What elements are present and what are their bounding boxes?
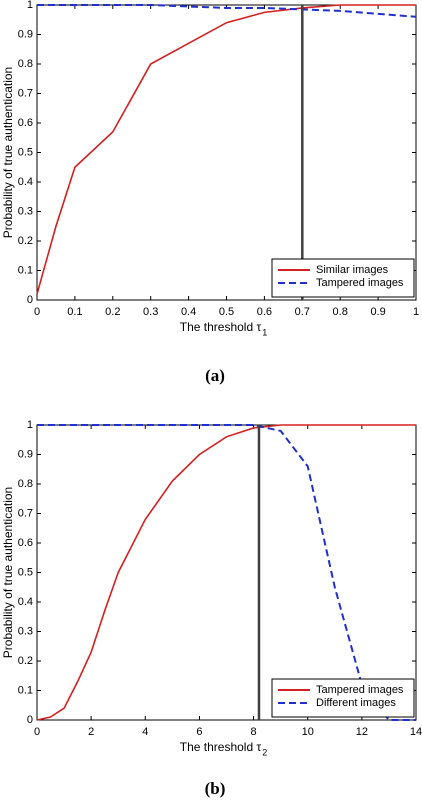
x-tick-label: 0.9 [370, 306, 385, 318]
x-tick-label: 0.5 [219, 306, 234, 318]
x-tick-label: 0.1 [67, 306, 82, 318]
y-axis-label: Probability of true authentication [1, 67, 15, 238]
x-axis-label: The threshold τ [180, 740, 262, 754]
y-tick-label: 0.2 [18, 655, 33, 667]
x-tick-label: 8 [251, 726, 257, 738]
series-line [36, 4, 416, 295]
y-tick-label: 0.3 [18, 625, 33, 637]
x-tick-label: 4 [142, 726, 148, 738]
x-tick-label: 10 [302, 726, 314, 738]
y-tick-label: 0.5 [18, 566, 33, 578]
series-line [36, 424, 416, 721]
y-tick-label: 0.6 [18, 117, 33, 129]
legend-label: Tampered images [316, 684, 404, 696]
y-tick-label: 0.6 [18, 537, 33, 549]
y-tick-label: 0.9 [18, 28, 33, 40]
y-axis-label: Probability of true authentication [1, 487, 15, 658]
x-tick-label: 0.7 [295, 306, 310, 318]
plot-area [36, 4, 417, 301]
series-line [37, 4, 417, 18]
legend-label: Similar images [316, 264, 389, 276]
y-tick-label: 0.3 [18, 205, 33, 217]
y-tick-label: 0 [27, 714, 33, 726]
legend-box [271, 678, 415, 718]
caption: (b) [205, 779, 226, 798]
y-tick-label: 0.4 [18, 176, 33, 188]
x-tick-label: 0.3 [143, 306, 158, 318]
x-tick-label: 2 [88, 726, 94, 738]
y-tick-label: 0.8 [18, 478, 33, 490]
x-tick-label: 6 [196, 726, 202, 738]
y-tick-label: 0.5 [18, 146, 33, 158]
x-tick-label: 14 [410, 726, 422, 738]
y-tick-label: 0.7 [18, 87, 33, 99]
y-tick-label: 0.1 [18, 264, 33, 276]
x-tick-label: 0.8 [333, 306, 348, 318]
x-tick-label: 12 [356, 726, 368, 738]
x-axis-label-sub: 1 [262, 327, 267, 337]
legend-label: Different images [316, 697, 396, 709]
y-tick-label: 0 [27, 294, 33, 306]
series-line [37, 424, 416, 721]
y-tick-label: 1 [27, 0, 33, 11]
y-tick-label: 0.1 [18, 684, 33, 696]
plot-area [36, 424, 417, 721]
x-tick-label: 0.4 [181, 306, 196, 318]
x-tick-label: 1 [413, 306, 419, 318]
x-tick-label: 0.2 [105, 306, 120, 318]
legend-box [271, 258, 415, 298]
y-tick-label: 0.9 [18, 448, 33, 460]
x-tick-label: 0 [34, 726, 40, 738]
x-axis-label-sub: 2 [262, 747, 267, 757]
x-tick-label: 0.6 [257, 306, 272, 318]
y-tick-label: 0.4 [18, 596, 33, 608]
x-tick-label: 0 [34, 306, 40, 318]
y-tick-label: 1 [27, 419, 33, 431]
x-axis-label: The threshold τ [180, 320, 262, 334]
y-tick-label: 0.7 [18, 507, 33, 519]
y-tick-label: 0.2 [18, 235, 33, 247]
caption: (a) [205, 366, 225, 385]
y-tick-label: 0.8 [18, 58, 33, 70]
legend-label: Tampered images [316, 277, 404, 289]
